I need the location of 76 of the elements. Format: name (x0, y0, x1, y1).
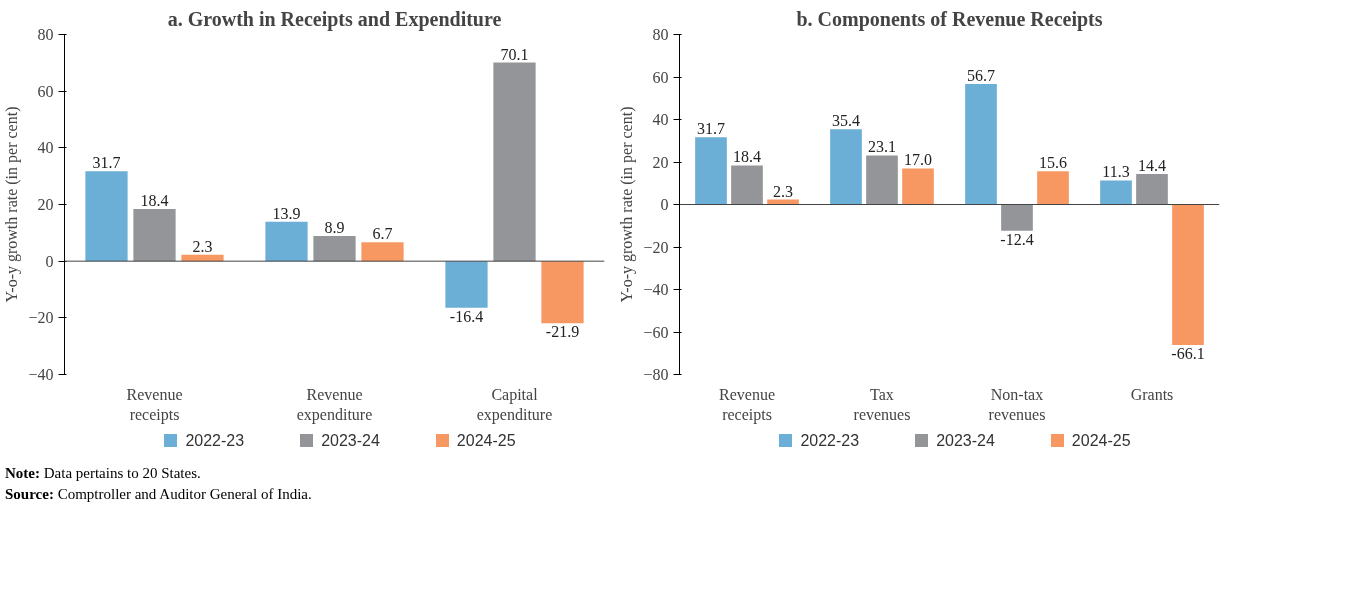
y-tick-label: 0 (45, 252, 54, 270)
y-tick-label: 0 (660, 196, 669, 213)
data-label: -12.4 (1000, 230, 1034, 248)
y-tick-label: 40 (37, 139, 54, 157)
x-tick-label: Revenue receipts (126, 385, 183, 424)
source-note: Source: Comptroller and Auditor General of India. (5, 485, 312, 502)
bar (1100, 180, 1132, 205)
chart-title: a. Growth in Receipts and Expenditure (167, 7, 502, 31)
data-label: 6.7 (372, 225, 393, 243)
y-tick-label: 60 (652, 68, 669, 86)
x-tick-label: Capital expenditure (476, 385, 553, 424)
legend-label: 2022-23 (799, 432, 860, 449)
y-axis-title: Y-o-y growth rate (in per cent) (3, 106, 22, 303)
bar (1001, 204, 1033, 231)
data-label: 31.7 (697, 120, 725, 138)
y-tick-label: −40 (28, 366, 54, 383)
legend-label: 2023-24 (320, 432, 380, 449)
legend-label: 2023-24 (935, 432, 995, 449)
data-label: 11.3 (1102, 163, 1130, 181)
data-label: 18.4 (140, 192, 169, 210)
data-label: 2.3 (192, 237, 213, 255)
x-tick-label: Tax revenues (853, 385, 911, 423)
legend-label: 2024-25 (1070, 432, 1131, 449)
y-tick-label: 80 (652, 26, 669, 43)
data-label: -16.4 (449, 307, 484, 325)
legend-label: 2022-23 (184, 432, 245, 449)
x-tick-label: Revenue receipts (719, 385, 775, 424)
data-label: 14.4 (1138, 156, 1166, 174)
bar (85, 171, 128, 262)
bar (181, 254, 224, 262)
x-tick-label: Revenue expenditure (296, 385, 373, 424)
data-label: 17.0 (904, 151, 932, 169)
bar (1037, 171, 1069, 205)
data-label: 2.3 (773, 182, 793, 200)
bar (541, 261, 584, 324)
y-tick-label: 20 (37, 196, 54, 213)
data-label: 70.1 (500, 45, 529, 63)
data-label: 56.7 (967, 67, 995, 85)
bar (830, 129, 862, 205)
bar (1136, 173, 1168, 205)
bar (445, 261, 488, 308)
bar (1172, 204, 1204, 345)
y-tick-label: −60 (643, 323, 669, 341)
data-label: 13.9 (272, 204, 301, 222)
y-axis-title: Y-o-y growth rate (in per cent) (618, 106, 637, 303)
text: Note: Data pertains to 20 States. (5, 464, 201, 481)
y-tick-label: 60 (37, 82, 54, 100)
data-label: 35.4 (832, 112, 860, 130)
bar (866, 155, 898, 205)
bar (361, 242, 404, 262)
y-tick-label: −20 (643, 238, 669, 256)
data-label: -66.1 (1171, 344, 1205, 362)
bar (313, 235, 356, 262)
data-label: 15.6 (1039, 154, 1067, 172)
bar (493, 62, 536, 262)
chart-title: b. Components of Revenue Receipts (796, 7, 1103, 31)
y-tick-label: 40 (652, 111, 669, 128)
y-tick-label: 80 (37, 26, 54, 43)
data-label: 18.4 (733, 148, 761, 166)
y-tick-label: −40 (643, 281, 669, 298)
x-tick-label: Grants (1130, 385, 1174, 403)
bar (902, 168, 934, 205)
bar (133, 209, 176, 262)
bar (731, 165, 763, 205)
y-tick-label: 20 (652, 153, 669, 171)
y-tick-label: −20 (28, 309, 54, 327)
y-tick-label: −80 (643, 366, 669, 383)
data-label: 31.7 (92, 154, 121, 172)
bar (965, 84, 997, 205)
data-label: -21.9 (545, 323, 580, 341)
bar (265, 221, 308, 262)
legend-label: 2024-25 (455, 432, 516, 449)
bar (695, 137, 727, 205)
data-label: 8.9 (324, 218, 345, 236)
data-label: 23.1 (868, 138, 896, 156)
x-tick-label: Non-tax revenues (988, 385, 1046, 423)
